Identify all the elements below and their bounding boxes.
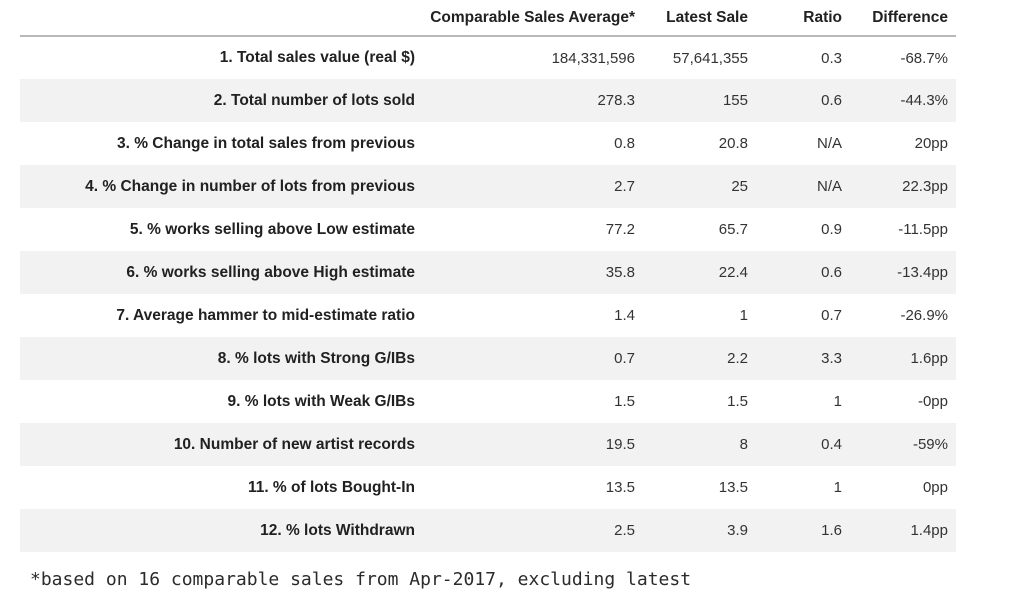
cell-value: 13.5 [718,479,748,496]
cell-value: 25 [731,178,748,195]
cell-value: -11.5pp [898,221,948,238]
column-header: Ratio [748,0,842,37]
cell-value: -0pp [917,393,948,410]
cell-value: 0.4 [821,436,842,453]
cell-value: 3.9 [727,522,748,539]
cell-value: 0.6 [821,264,842,281]
header-row: Comparable Sales Average* Latest Sale Rati… [20,0,956,37]
cell-value: 57,641,355 [672,49,748,67]
cell-value: 2.5 [614,522,635,539]
row-label: 1. Total sales value (real $) [219,49,415,66]
row-label: 12. % lots Withdrawn [260,521,415,539]
cell-value: 0pp [922,479,948,496]
cell-value: 2.2 [727,350,748,367]
cell-value: 0.6 [821,92,842,109]
row-label: 9. % lots with Weak G/IBs [227,392,415,410]
cell-value: 1 [833,479,842,496]
cell-value: 155 [722,92,748,109]
row-label: 10. Number of new artist records [173,435,415,453]
row-label: 7. Average hammer to mid-estimate ratio [116,306,415,324]
cell-value: 1.6pp [910,350,948,367]
cell-value: 1.4pp [910,522,948,539]
row-label: 3. % Change in total sales from previous [116,134,415,152]
cell-value: 35.8 [605,264,635,281]
cell-value: 19.5 [605,436,635,453]
cell-value: 1.5 [614,393,635,410]
cell-value: 22.3pp [902,178,948,195]
cell-value: N/A [816,178,842,195]
cell-value: 1.6 [821,522,842,539]
cell-value: 13.5 [605,479,635,496]
cell-value: 2.7 [614,178,635,195]
cell-value: 1.4 [614,307,635,324]
column-header: Latest Sale [635,0,748,37]
cell-value: 20.8 [718,135,748,152]
cell-value: 1 [833,393,842,410]
row-label: 2. Total number of lots sold [213,91,415,109]
cell-value: 22.4 [718,264,748,281]
table-body: 1. Total sales value (real $) 184,331,596… [20,36,956,552]
column-header: Comparable Sales Average* [415,0,635,37]
cell-value: N/A [816,135,842,152]
cell-value: -68.7% [900,49,948,67]
table-row: 7. Average hammer to mid-estimate ratio 1… [20,294,956,337]
table-row: 10. Number of new artist records 19.5 8 0.4… [20,423,956,466]
cell-value: 8 [739,436,748,453]
sale-comparison-table: Comparable Sales Average* Latest Sale Rati… [20,0,956,552]
table-row: 3. % Change in total sales from previous… [20,122,956,165]
table-row: 5. % works selling above Low estimate 77.… [20,208,956,251]
cell-value: 0.3 [821,49,842,67]
footnote: *based on 16 comparable sales from Apr-2… [30,569,692,590]
cell-value: -59% [912,436,948,453]
cell-value: 65.7 [718,221,748,238]
cell-value: -13.4pp [897,264,948,281]
table-row: 8. % lots with Strong G/IBs 0.7 2.2 3.3 1.6p… [20,337,956,380]
table-row: 12. % lots Withdrawn 2.5 3.9 1.6 1.4pp [20,509,956,552]
table-row: 6. % works selling above High estimate 35… [20,251,956,294]
table-row: 2. Total number of lots sold 278.3 155 0.6 -… [20,79,956,122]
row-label: 8. % lots with Strong G/IBs [217,349,415,367]
cell-value: 77.2 [605,221,635,238]
cell-value: -26.9% [900,307,948,324]
cell-value: 20pp [914,135,948,152]
row-label: 11. % of lots Bought-In [247,478,415,496]
table-row: 1. Total sales value (real $) 184,331,596… [20,36,956,79]
cell-value: 184,331,596 [551,49,635,67]
row-label-header [20,0,415,37]
table-row: 4. % Change in number of lots from previ… [20,165,956,208]
cell-value: 278.3 [597,92,635,109]
cell-value: 0.7 [614,350,635,367]
cell-value: 1 [739,307,748,324]
row-label: 4. % Change in number of lots from previ… [85,177,415,195]
cell-value: 0.8 [614,135,635,152]
cell-value: -44.3% [900,92,948,109]
table-row: 9. % lots with Weak G/IBs 1.5 1.5 1 -0pp [20,380,956,423]
cell-value: 3.3 [821,350,842,367]
row-label: 5. % works selling above Low estimate [129,220,415,238]
cell-value: 0.7 [821,307,842,324]
cell-value: 0.9 [821,221,842,238]
cell-value: 1.5 [727,393,748,410]
column-header: Difference [842,0,956,37]
table-row: 11. % of lots Bought-In 13.5 13.5 1 0pp [20,466,956,509]
row-label: 6. % works selling above High estimate [126,263,415,281]
